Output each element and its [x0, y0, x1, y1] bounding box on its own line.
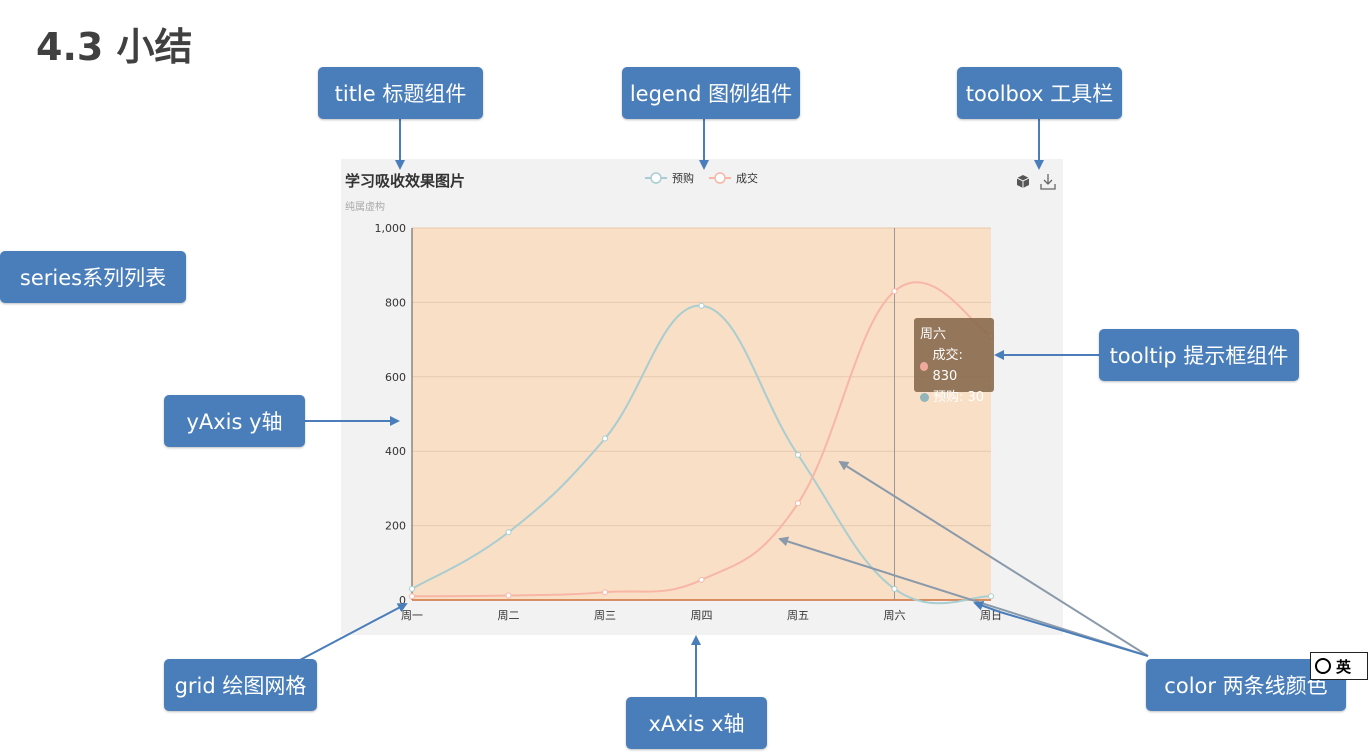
legend-label[interactable]: 成交 — [736, 171, 758, 185]
series-point-1 — [891, 288, 898, 295]
y-tick-label: 1,000 — [375, 222, 407, 235]
legend-marker[interactable] — [714, 172, 726, 184]
grid-background — [412, 228, 991, 600]
slide-title: 4.3 小结 — [36, 25, 193, 69]
tooltip-row-chengjiao: 成交: 830 — [920, 345, 988, 387]
y-tick-label: 600 — [385, 371, 406, 384]
toolbox — [1016, 174, 1056, 190]
magic-type-icon[interactable] — [1016, 175, 1030, 188]
chart-legend: 预购 成交 — [645, 171, 758, 185]
callout-yaxis: yAxis y轴 — [164, 395, 305, 447]
save-as-image-icon[interactable] — [1040, 174, 1056, 190]
legend-marker[interactable] — [650, 172, 662, 184]
callout-xaxis-label: xAxis x轴 — [648, 712, 745, 736]
callout-xaxis: xAxis x轴 — [626, 697, 767, 749]
series-point-0 — [795, 451, 801, 458]
series-point-1 — [698, 576, 705, 583]
tooltip-title: 周六 — [920, 327, 947, 342]
callout-grid: grid 绘图网格 — [164, 659, 317, 711]
y-tick-label: 0 — [399, 594, 406, 607]
y-tick-label: 400 — [385, 445, 406, 458]
x-tick-label: 周四 — [691, 609, 713, 622]
ime-language-label: 英 — [1336, 657, 1352, 676]
tooltip-row-yugou: 预购: 30 — [920, 387, 988, 408]
tooltip-label-chengjiao: 成交: 830 — [932, 348, 963, 384]
series-point-1 — [795, 500, 801, 507]
callout-series: series系列列表 — [0, 251, 186, 303]
callout-color-label: color 两条线颜色 — [1164, 674, 1328, 698]
series-point-1 — [505, 592, 512, 599]
tooltip-label-yugou: 预购: 30 — [933, 390, 985, 405]
callout-title-label: title 标题组件 — [334, 82, 467, 106]
x-tick-label: 周二 — [498, 609, 520, 622]
tooltip: 周六 成交: 830 预购: 30 — [914, 318, 994, 405]
legend-label[interactable]: 预购 — [672, 171, 694, 185]
chart-title: 学习吸收效果图片 — [345, 172, 465, 190]
y-tick-label: 800 — [385, 296, 406, 309]
x-tick-label: 周六 — [884, 609, 906, 622]
x-tick-label: 周日 — [980, 609, 1002, 622]
ime-logo-icon — [1315, 658, 1331, 674]
series-point-0 — [891, 585, 898, 592]
series-point-1 — [409, 593, 415, 600]
callout-legend: legend 图例组件 — [622, 67, 800, 119]
callout-grid-label: grid 绘图网格 — [174, 674, 307, 698]
x-tick-label: 周三 — [594, 609, 616, 622]
series-point-0 — [505, 529, 512, 536]
series-point-0 — [602, 435, 608, 442]
tooltip-dot-chengjiao — [920, 361, 929, 371]
callout-tooltip-label: tooltip 提示框组件 — [1109, 344, 1289, 368]
y-tick-label: 200 — [385, 520, 406, 533]
callout-series-label: series系列列表 — [19, 266, 167, 290]
series-point-0 — [988, 593, 994, 600]
callout-toolbox-label: toolbox 工具栏 — [965, 82, 1114, 106]
chart-panel: 学习吸收效果图片 纯属虚构 预购 成交 0 200 400 600 800 1,000 周一 周… — [341, 159, 1063, 635]
series-point-0 — [698, 302, 705, 309]
ime-indicator[interactable]: 英 — [1310, 652, 1368, 680]
callout-title: title 标题组件 — [318, 67, 483, 119]
series-point-1 — [602, 589, 608, 596]
series-point-0 — [409, 585, 415, 592]
callout-tooltip: tooltip 提示框组件 — [1099, 329, 1299, 381]
callout-legend-label: legend 图例组件 — [629, 82, 793, 106]
callout-yaxis-label: yAxis y轴 — [186, 410, 283, 434]
tooltip-dot-yugou — [920, 393, 929, 402]
x-tick-label: 周一 — [401, 609, 423, 622]
chart-subtitle: 纯属虚构 — [345, 200, 385, 213]
callout-toolbox: toolbox 工具栏 — [957, 67, 1122, 119]
x-tick-label: 周五 — [787, 609, 809, 622]
